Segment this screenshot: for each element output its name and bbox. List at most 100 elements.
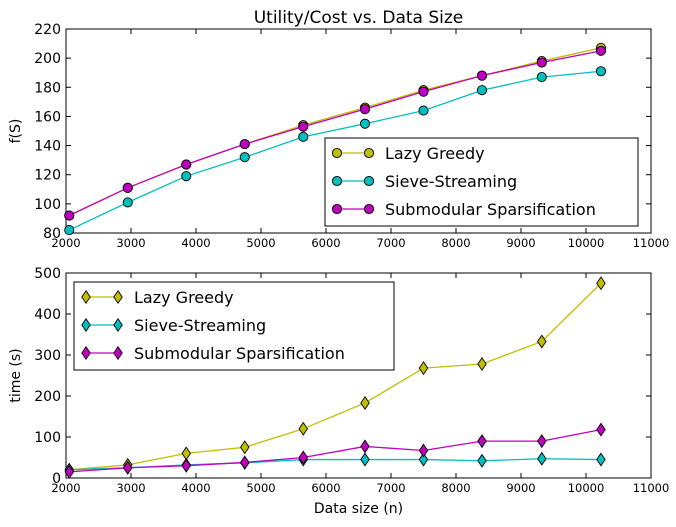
x-tick-label: 7000 [376,481,405,495]
y-tick-label: 200 [34,389,61,405]
data-point [537,334,547,349]
data-point [536,57,547,68]
series-submodular-sparsification [64,422,606,479]
y-tick-label: 120 [34,168,61,184]
x-tick-label: 8000 [441,481,470,495]
legend-marker [113,289,123,305]
legend-label: Sieve-Streaming [134,316,266,335]
data-point [298,450,308,465]
legend-box [324,137,639,227]
legend-marker [331,147,343,159]
data-point [596,276,606,291]
data-point [64,210,75,221]
chart-title: Utility/Cost vs. Data Size [254,8,464,28]
legend-marker [113,317,123,333]
chart-panel-2: 2000 3000 4000 5000 6000 7000 8000 9000 10000 110… [8,266,669,517]
y-tick-label: 0 [52,471,61,487]
data-point [359,118,371,129]
data-point [418,105,429,116]
y-tick-label: 220 [34,22,61,38]
data-point [595,45,607,56]
x-tick-label: 2000 [51,481,80,495]
legend-marker [331,175,343,187]
data-point [596,452,606,467]
data-point [181,458,191,473]
data-point [360,395,370,410]
x-tick-label: 4000 [181,236,210,250]
data-point [477,453,487,468]
x-tick-label: 9000 [506,236,535,250]
x-tick-label: 6000 [311,236,340,250]
y-tick-label: 160 [34,109,61,125]
x-tick-label: 3000 [116,236,145,250]
series-sieve-streaming [64,66,607,236]
y-tick-label: 200 [34,51,61,67]
x-tick-label: 10000 [568,481,605,495]
data-point [239,152,250,163]
data-point [181,159,192,170]
y-tick-label: 100 [34,430,61,446]
x-tick-label: 2000 [51,236,80,250]
legend-marker [363,147,375,159]
y-tick-label: 400 [34,307,61,323]
x-tick-label: 10000 [568,236,605,250]
legend-label: Submodular Sparsification [385,200,596,219]
x-tick-label: 4000 [181,481,210,495]
data-point [360,439,370,454]
x-tick-label: 8000 [441,236,470,250]
data-point [123,460,133,475]
data-point [418,443,429,458]
legend-label: Sieve-Streaming [385,172,517,191]
data-point [359,104,371,115]
data-point [476,70,488,81]
data-point [477,434,487,449]
series-line [69,282,602,471]
data-point [537,451,547,466]
x-tick-label: 11000 [633,481,670,495]
data-point [298,121,309,132]
legend-label: Lazy Greedy [134,288,234,307]
y-tick-label: 80 [43,226,61,242]
legend-box [73,281,395,371]
legend-label: Lazy Greedy [385,144,485,163]
y-tick-label: 180 [34,80,61,96]
series-line [68,70,602,231]
data-point [596,422,606,437]
legend-marker [363,203,375,215]
legend-marker [81,317,91,333]
legend: Lazy Greedy Sieve-Streaming Submodular Spa… [73,281,395,371]
data-point [122,197,133,208]
legend-marker [81,289,91,305]
x-tick-label: 11000 [633,236,670,250]
data-point [181,171,192,182]
data-point [477,357,487,372]
x-tick-label: 9000 [506,481,535,495]
data-point [418,361,429,376]
x-tick-label: 7000 [376,236,405,250]
y-tick-label: 300 [34,348,61,364]
data-point [239,139,250,150]
legend-marker [331,203,343,215]
data-point [64,464,74,479]
y-tick-label: 100 [34,197,61,213]
series-line [68,50,602,217]
data-point [240,440,250,455]
data-point [360,452,370,467]
x-tick-label: 5000 [246,236,275,250]
x-tick-label: 6000 [311,481,340,495]
data-point [298,421,308,436]
data-point [537,434,547,449]
data-point [122,182,133,193]
y-tick-label: 500 [34,266,61,282]
x-tick-label: 3000 [116,481,145,495]
data-point [595,66,607,77]
x-tick-label: 5000 [246,481,275,495]
data-point [536,72,547,83]
data-point [64,225,75,236]
data-point [418,86,429,97]
data-point [240,455,250,470]
y-tick-label: 140 [34,139,61,155]
y-axis-label: f(S) [8,119,24,144]
data-point [298,131,309,142]
